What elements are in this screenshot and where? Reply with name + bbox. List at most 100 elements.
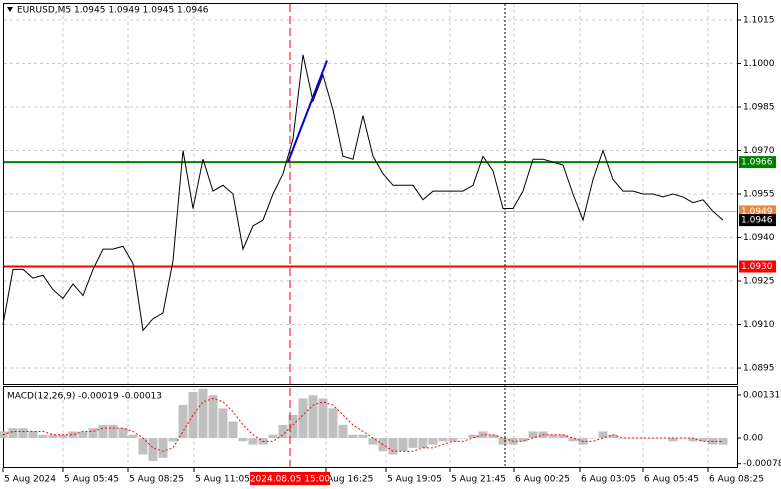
- macd-bar: [598, 431, 608, 439]
- macd-signal: [2, 397, 723, 452]
- macd-bar: [58, 434, 68, 439]
- chart-title: EURUSD,M5 1.0945 1.0949 1.0945 1.0946: [17, 6, 209, 16]
- menu-arrow[interactable]: [7, 7, 13, 12]
- y-tick-label: 1.0925: [743, 277, 775, 287]
- macd-bar: [398, 438, 408, 452]
- y-tick-label: 1.1015: [743, 15, 775, 25]
- macd-bar: [668, 438, 678, 442]
- macd-bar: [238, 438, 248, 442]
- macd-bar: [78, 431, 88, 439]
- y-tick-label: 1.0955: [743, 190, 775, 200]
- y-tick-label: 1.0970: [743, 146, 775, 156]
- macd-bar: [268, 434, 278, 439]
- x-tick-label: Aug 16:25: [327, 475, 373, 485]
- level-tag-label: 1.0966: [741, 158, 773, 168]
- y-tick-label: 1.1000: [743, 59, 775, 69]
- macd-bar: [98, 424, 108, 439]
- macd-bar: [428, 438, 438, 445]
- macd-bar: [718, 438, 728, 445]
- macd-bar: [178, 405, 188, 439]
- level-tag: [739, 214, 776, 227]
- macd-bar: [158, 438, 168, 458]
- x-tick-label: 5 Aug 05:45: [64, 475, 119, 485]
- macd-bar: [348, 434, 358, 439]
- y-tick-label: 1.0910: [743, 320, 775, 330]
- macd-bar: [128, 434, 138, 439]
- x-tick-label: 6 Aug 03:05: [581, 475, 636, 485]
- cursor-tag: [250, 472, 330, 485]
- trend-line: [287, 60, 328, 163]
- macd-bar: [188, 391, 198, 439]
- macd-bar: [38, 434, 48, 439]
- macd-bar: [68, 431, 78, 439]
- level-tag-label: 1.0949: [741, 207, 773, 217]
- macd-bar: [388, 438, 398, 455]
- macd-bar: [28, 431, 38, 439]
- x-tick-label: 5 Aug 11:05: [195, 475, 250, 485]
- macd-bar: [318, 398, 328, 439]
- macd-bar: [638, 438, 648, 439]
- macd-bar: [8, 428, 18, 439]
- macd-bar: [448, 438, 458, 442]
- macd-bar: [248, 438, 258, 445]
- y-tick-label: 1.0895: [743, 364, 775, 374]
- macd-bar: [558, 434, 568, 439]
- macd-bar: [208, 395, 218, 439]
- macd-bar: [368, 438, 378, 445]
- y-tick-label: 0.00: [743, 434, 763, 444]
- macd-bar: [458, 438, 468, 439]
- level-tag: [739, 260, 776, 273]
- macd-bar: [338, 424, 348, 439]
- macd-bar: [528, 431, 538, 439]
- macd-bar: [358, 434, 368, 439]
- macd-bar: [328, 408, 338, 439]
- macd-bar: [568, 438, 578, 442]
- macd-bar: [438, 438, 448, 442]
- macd-bar: [618, 438, 628, 439]
- macd-panel: [3, 386, 738, 468]
- level-tag-label: 1.0946: [741, 216, 773, 226]
- macd-bar: [18, 428, 28, 439]
- macd-bar: [168, 438, 178, 442]
- price-line: [2, 54, 724, 332]
- macd-bar: [118, 428, 128, 439]
- x-tick-label: 5 Aug 19:05: [387, 475, 442, 485]
- macd-bar: [488, 434, 498, 439]
- level-tag-label: 1.0930: [741, 262, 773, 272]
- macd-bar: [678, 438, 688, 439]
- macd-bar: [518, 438, 528, 442]
- y-tick-label: 0.00131: [743, 390, 780, 400]
- macd-bar: [408, 438, 418, 448]
- y-tick-label: 1.0940: [743, 233, 775, 243]
- macd-bar: [548, 434, 558, 439]
- x-tick-label: 6 Aug 05:45: [644, 475, 699, 485]
- level-tag: [739, 156, 776, 169]
- x-tick-label: 6 Aug 08:25: [709, 475, 764, 485]
- macd-bar: [198, 388, 208, 439]
- macd-bar: [498, 438, 508, 445]
- macd-bar: [588, 438, 598, 439]
- macd-bar: [478, 431, 488, 439]
- macd-bar: [148, 438, 158, 462]
- x-tick-label: 5 Aug 2024: [4, 475, 56, 485]
- macd-bar: [138, 438, 148, 455]
- macd-bar: [108, 424, 118, 439]
- macd-bar: [698, 438, 708, 442]
- macd-label: MACD(12,26,9) -0.00019 -0.00013: [7, 392, 162, 402]
- macd-bar: [228, 421, 238, 439]
- y-tick-label: -0.00078: [743, 459, 781, 469]
- macd-bar: [468, 434, 478, 439]
- y-tick-label: 1.0985: [743, 102, 775, 112]
- x-tick-label: 5 Aug 21:45: [451, 475, 506, 485]
- macd-bar: [48, 434, 58, 439]
- macd-bar: [88, 428, 98, 439]
- macd-bar: [298, 398, 308, 439]
- macd-bar: [688, 438, 698, 442]
- macd-bar: [608, 434, 618, 439]
- cursor-tag-label: 2024.08.05 15:00: [250, 475, 331, 485]
- macd-bar: [278, 424, 288, 439]
- x-tick-label: 5 Aug 08:25: [129, 475, 184, 485]
- macd-bar: [288, 414, 298, 439]
